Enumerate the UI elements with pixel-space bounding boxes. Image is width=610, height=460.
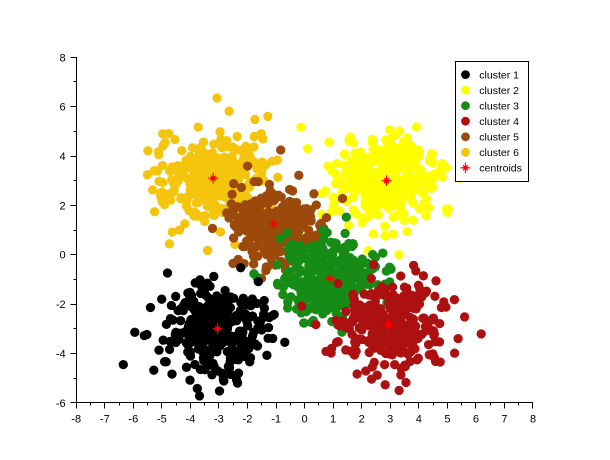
svg-text:-2: -2	[243, 414, 253, 426]
svg-text:-8: -8	[71, 414, 81, 426]
svg-text:cluster 4: cluster 4	[479, 116, 519, 128]
svg-text:8: 8	[530, 414, 536, 426]
svg-text:6: 6	[473, 414, 479, 426]
svg-text:cluster 5: cluster 5	[479, 132, 519, 144]
svg-text:3: 3	[387, 414, 393, 426]
svg-text:-1: -1	[271, 414, 281, 426]
svg-text:4: 4	[416, 414, 422, 426]
svg-text:2: 2	[359, 414, 365, 426]
svg-text:1: 1	[330, 414, 336, 426]
svg-text:0: 0	[302, 414, 308, 426]
svg-text:0: 0	[59, 250, 65, 262]
svg-text:centroids: centroids	[479, 163, 522, 175]
svg-text:-6: -6	[128, 414, 138, 426]
svg-text:4: 4	[59, 151, 65, 163]
svg-text:7: 7	[501, 414, 507, 426]
svg-text:-3: -3	[214, 414, 224, 426]
svg-text:cluster 1: cluster 1	[479, 69, 519, 81]
svg-text:-6: -6	[56, 398, 66, 410]
svg-text:8: 8	[59, 52, 65, 64]
svg-text:-7: -7	[100, 414, 110, 426]
svg-text:cluster 3: cluster 3	[479, 100, 519, 112]
svg-text:-4: -4	[56, 349, 66, 361]
svg-text:2: 2	[59, 200, 65, 212]
svg-text:cluster 2: cluster 2	[479, 85, 519, 97]
svg-text:-5: -5	[157, 414, 167, 426]
svg-text:-2: -2	[56, 299, 66, 311]
svg-text:5: 5	[444, 414, 450, 426]
svg-text:6: 6	[59, 102, 65, 114]
svg-text:-4: -4	[186, 414, 196, 426]
svg-text:cluster 6: cluster 6	[479, 147, 519, 159]
